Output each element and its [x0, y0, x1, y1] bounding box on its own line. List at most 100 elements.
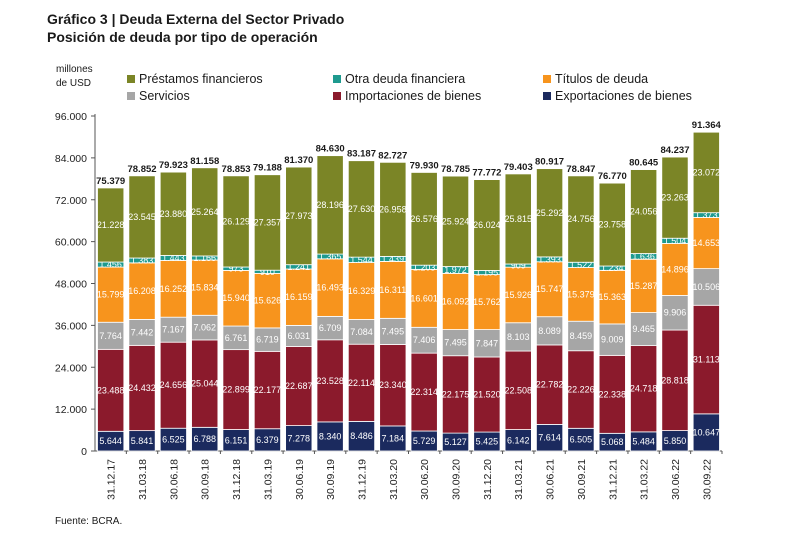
- bar-segment: [598, 269, 626, 325]
- x-tick-label: 31.12.17: [106, 459, 118, 500]
- data-label: 1.195: [476, 268, 499, 278]
- data-label: 22.226: [567, 385, 595, 395]
- data-label: 22.175: [442, 389, 470, 399]
- y-tick-label: 84.000: [55, 153, 87, 165]
- data-label: 23.880: [160, 209, 188, 219]
- bar-segment: [347, 343, 376, 422]
- x-tick-label: 31.12.21: [607, 459, 619, 500]
- legend-item-titulos: Títulos de deuda: [543, 72, 648, 86]
- total-label: 84.237: [660, 145, 689, 156]
- data-label: 6.151: [225, 435, 248, 445]
- legend-label-otra-deuda: Otra deuda financiera: [345, 72, 466, 86]
- data-label: 1.522: [570, 260, 593, 270]
- bar-segment: [379, 261, 407, 319]
- data-label: 8.486: [350, 431, 373, 441]
- legend-item-prestamos: Préstamos financieros: [127, 72, 263, 86]
- data-label: 31.113: [693, 355, 720, 365]
- data-label: 1.636: [632, 251, 655, 261]
- bar-segment: [473, 356, 501, 433]
- data-label: 22.314: [410, 387, 438, 397]
- data-label: 15.799: [97, 290, 125, 300]
- data-label: 16.252: [160, 284, 188, 294]
- data-label: 27.357: [254, 217, 282, 227]
- data-label: 8.089: [538, 326, 561, 336]
- data-label: 14.653: [693, 238, 721, 248]
- bar-segment: [379, 344, 407, 427]
- data-label: 16.493: [316, 283, 344, 293]
- total-label: 78.853: [222, 164, 251, 175]
- bar-segment: [410, 326, 438, 354]
- data-label: 27.973: [285, 211, 313, 221]
- data-label: 24.432: [128, 383, 156, 393]
- data-label: 26.129: [222, 216, 250, 226]
- data-label: 24.756: [567, 214, 595, 224]
- data-label: 16.311: [379, 285, 406, 295]
- data-label: 23.545: [128, 212, 156, 222]
- total-label: 83.187: [347, 149, 376, 160]
- y-tick-label: 48.000: [55, 279, 87, 291]
- bar-segment: [347, 160, 376, 258]
- data-label: 6.142: [507, 435, 530, 445]
- bar-segment: [536, 261, 564, 318]
- total-label: 75.379: [96, 176, 125, 187]
- legend-label-prestamos: Préstamos financieros: [139, 72, 263, 86]
- data-label: 7.847: [476, 338, 499, 348]
- legend-label-exportaciones: Exportaciones de bienes: [555, 89, 692, 103]
- data-label: 7.442: [131, 327, 154, 337]
- bar-segment: [441, 273, 470, 330]
- data-label: 15.834: [191, 283, 219, 293]
- bar-segment: [504, 322, 532, 352]
- data-label: 16.329: [348, 286, 376, 296]
- data-label: 9.009: [601, 335, 624, 345]
- legend-label-importaciones: Importaciones de bienes: [345, 89, 482, 103]
- x-tick-label: 30.06.22: [670, 459, 682, 500]
- legend-item-otra-deuda: Otra deuda financiera: [333, 72, 465, 86]
- data-label: 21.228: [97, 220, 125, 230]
- data-label: 15.287: [630, 281, 658, 291]
- data-label: 26.576: [410, 214, 438, 224]
- bar-segment: [128, 262, 156, 320]
- bar-segment: [379, 161, 407, 257]
- x-tick-label: 30.09.18: [200, 459, 212, 500]
- bar-segment: [379, 425, 407, 452]
- data-label: 22.782: [536, 380, 564, 390]
- data-label: 6.505: [570, 435, 593, 445]
- total-label: 78.852: [127, 164, 156, 175]
- data-label: 7.764: [99, 331, 122, 341]
- data-label: 22.687: [285, 381, 313, 391]
- bar-segment: [630, 258, 658, 313]
- data-label: 1.234: [601, 263, 624, 273]
- data-label: 25.264: [191, 207, 219, 217]
- bar-segment: [97, 321, 125, 350]
- data-label: 23.340: [379, 380, 407, 390]
- bar-segment: [128, 175, 156, 259]
- total-label: 80.645: [629, 158, 659, 169]
- bar-segment: [253, 350, 281, 430]
- legend-swatch-exportaciones: [543, 92, 551, 100]
- bar-segment: [441, 355, 470, 434]
- bar-segment: [692, 304, 720, 415]
- bar-segment: [504, 173, 532, 265]
- data-label: 15.363: [599, 292, 627, 302]
- bar-segment: [410, 172, 438, 266]
- total-label: 79.923: [159, 160, 188, 171]
- bar-segment: [661, 156, 689, 239]
- legend-item-exportaciones: Exportaciones de bienes: [543, 89, 692, 103]
- data-label: 6.709: [319, 323, 342, 333]
- bar-segment: [473, 179, 501, 271]
- bar-segment: [285, 346, 313, 427]
- bar-segment: [97, 266, 125, 323]
- bar-segment: [97, 187, 125, 263]
- bar-segment: [692, 131, 720, 214]
- x-tick-label: 31.12.19: [356, 459, 368, 500]
- data-label: 16.208: [128, 286, 156, 296]
- y-axis-unit-line1: millones: [56, 64, 93, 75]
- bar-segment: [692, 268, 720, 306]
- x-tick-label: 31.03.19: [262, 459, 274, 500]
- data-label: 22.177: [254, 385, 282, 395]
- bar-segment: [316, 155, 344, 255]
- data-label: 5.841: [131, 436, 154, 446]
- x-tick-label: 30.06.18: [168, 459, 180, 500]
- bar-segment: [630, 169, 658, 254]
- total-label: 77.772: [472, 168, 501, 179]
